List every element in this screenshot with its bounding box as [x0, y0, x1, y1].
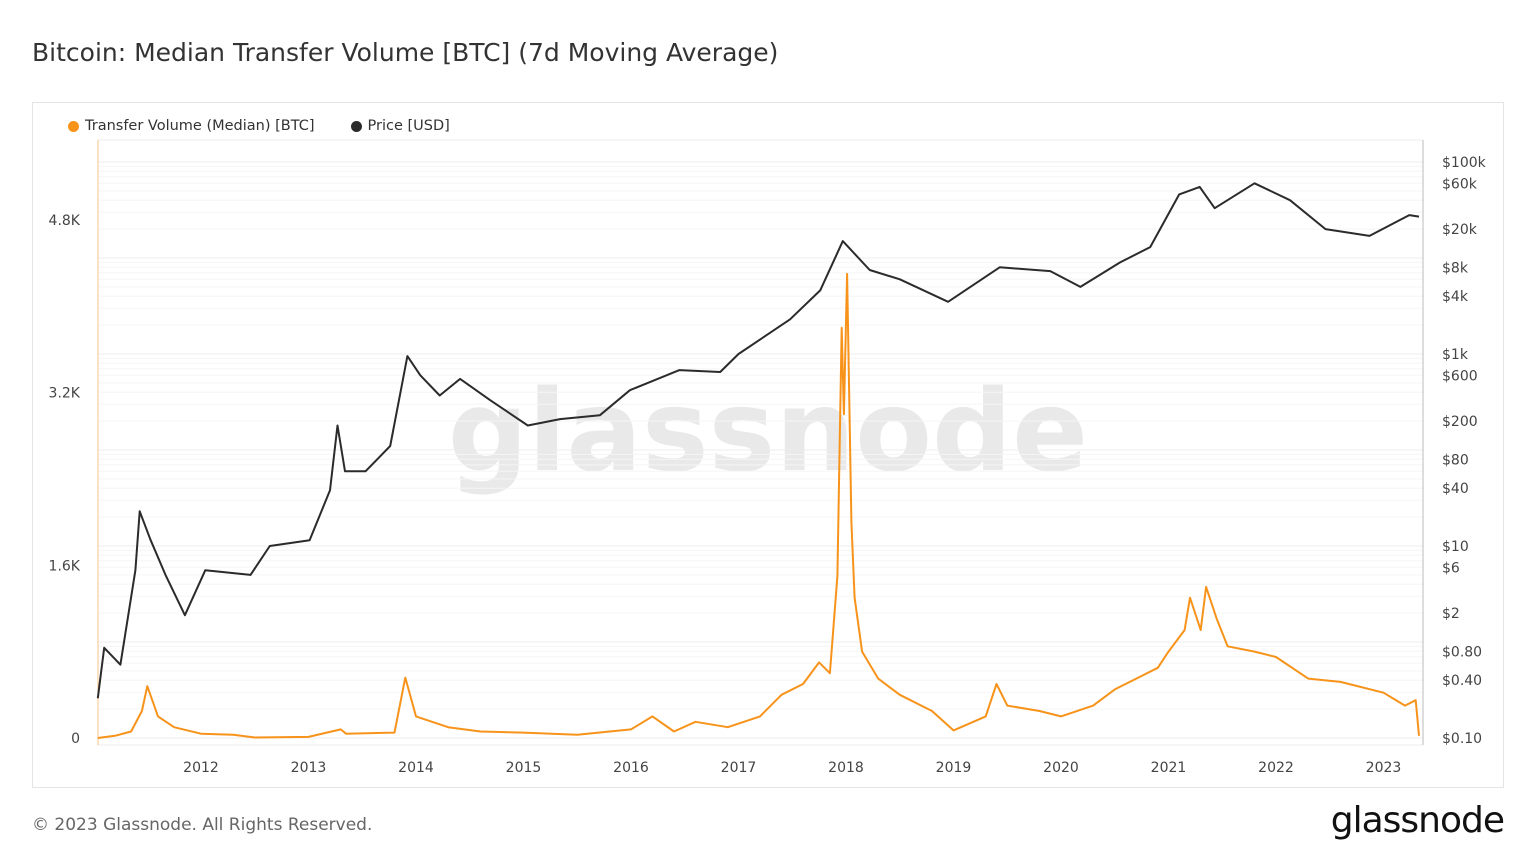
volume-series-line	[97, 272, 1420, 739]
y-right-tick-label: $8k	[1442, 260, 1469, 276]
y-right-tick-label: $20k	[1442, 222, 1478, 238]
x-tick-label: 2022	[1258, 760, 1294, 776]
y-right-tick-label: $40	[1442, 481, 1469, 497]
legend-item-volume[interactable]: Transfer Volume (Median) [BTC]	[68, 118, 315, 134]
x-tick-label: 2015	[506, 760, 542, 776]
y-left-tick-label: 4.8K	[49, 213, 81, 229]
black-dot-icon	[350, 120, 362, 132]
glassnode-logo: glassnode	[1330, 800, 1505, 841]
x-tick-label: 2020	[1043, 760, 1079, 776]
chart-title: Bitcoin: Median Transfer Volume [BTC] (7…	[32, 38, 779, 67]
x-tick-label: 2018	[828, 760, 864, 776]
y-right-tick-label: $1k	[1442, 347, 1469, 363]
x-tick-label: 2014	[398, 760, 434, 776]
y-right-tick-label: $600	[1442, 368, 1478, 384]
y-left-tick-label: 3.2K	[49, 386, 81, 402]
legend-item-price[interactable]: Price [USD]	[350, 118, 450, 134]
chart-frame	[32, 102, 1504, 788]
y-right-tick-label: $4k	[1442, 289, 1469, 305]
y-right-tick-label: $2	[1442, 606, 1460, 622]
y-right-tick-label: $0.80	[1442, 644, 1482, 660]
y-right-tick-label: $100k	[1442, 155, 1487, 171]
y-right-tick-label: $200	[1442, 414, 1478, 430]
x-tick-label: 2023	[1366, 760, 1402, 776]
legend-label: Price [USD]	[367, 118, 450, 134]
x-tick-label: 2017	[721, 760, 757, 776]
legend-label: Transfer Volume (Median) [BTC]	[85, 118, 315, 134]
y-right-tick-label: $10	[1442, 539, 1469, 555]
x-tick-label: 2013	[291, 760, 327, 776]
x-tick-label: 2012	[183, 760, 219, 776]
x-tick-label: 2021	[1151, 760, 1187, 776]
y-right-tick-label: $80	[1442, 452, 1469, 468]
watermark: glassnode	[448, 367, 1088, 497]
x-tick-label: 2016	[613, 760, 649, 776]
copyright: © 2023 Glassnode. All Rights Reserved.	[32, 815, 373, 835]
y-left-tick-label: 1.6K	[49, 558, 81, 574]
price-series-line	[96, 182, 1420, 699]
y-right-tick-label: $6	[1442, 560, 1460, 576]
x-tick-label: 2019	[936, 760, 972, 776]
y-right-tick-label: $0.40	[1442, 673, 1482, 689]
orange-dot-icon	[68, 120, 79, 132]
y-right-tick-label: $60k	[1442, 176, 1478, 192]
y-right-tick-label: $0.10	[1442, 731, 1482, 747]
legend: Transfer Volume (Median) [BTC] Price [US…	[68, 118, 450, 134]
y-left-tick-label: 0	[71, 731, 80, 747]
